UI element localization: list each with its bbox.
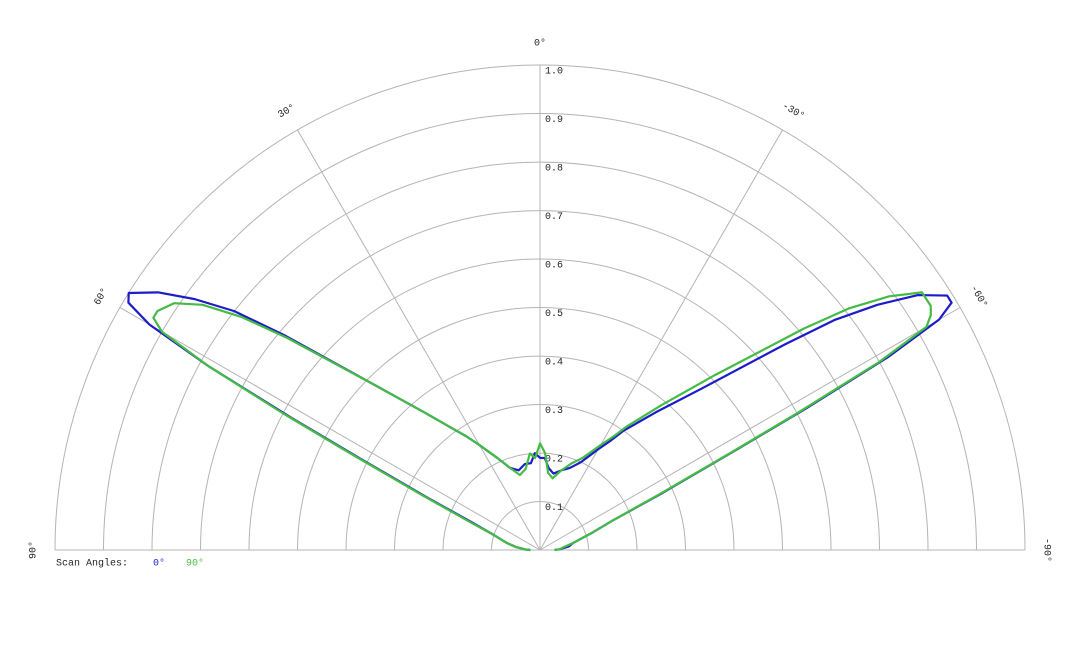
legend-entry: 0° — [153, 558, 165, 570]
r-tick-label: 0.6 — [545, 261, 563, 272]
angle-tick-label: 90° — [28, 541, 40, 559]
r-tick-label: 0.2 — [545, 455, 563, 466]
angle-tick-label: -30° — [780, 100, 807, 122]
series-line — [152, 291, 932, 552]
grid-spoke — [539, 307, 961, 551]
angle-tick-label: -90° — [1040, 538, 1052, 562]
legend-entry: 90° — [186, 558, 204, 570]
grid-spoke — [539, 129, 783, 551]
r-tick-label: 0.1 — [545, 503, 563, 514]
r-tick-label: 0.8 — [545, 164, 563, 175]
r-tick-label: 0.9 — [545, 115, 563, 126]
angle-tick-label: 30° — [276, 102, 298, 121]
r-tick-label: 0.7 — [545, 212, 563, 223]
angle-tick-label: 0° — [534, 38, 546, 50]
grid-spoke — [297, 129, 541, 551]
angle-tick-label: -60° — [967, 283, 989, 310]
r-tick-label: 0.4 — [545, 358, 563, 369]
angle-tick-label: 60° — [92, 286, 111, 308]
r-tick-label: 1.0 — [545, 67, 563, 78]
r-tick-label: 0.3 — [545, 406, 563, 417]
legend-title: Scan Angles: — [56, 558, 128, 570]
r-tick-label: 0.5 — [545, 309, 563, 320]
grid-spoke — [119, 307, 541, 551]
